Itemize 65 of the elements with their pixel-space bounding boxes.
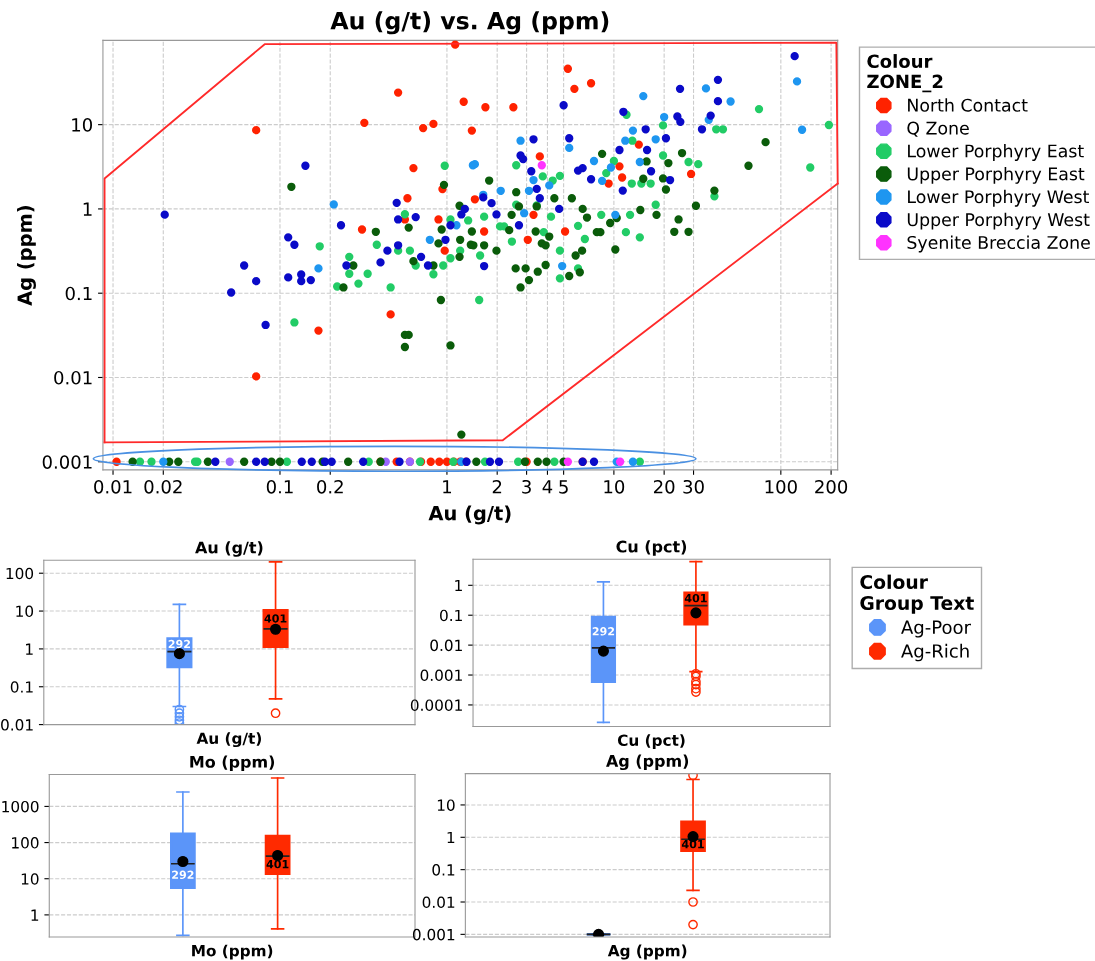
x-tick-label: 0.1 <box>266 479 293 494</box>
x-tick-label: 20 <box>653 479 675 494</box>
y-tick-label: 100 <box>6 567 34 580</box>
y-tick-label: 10 <box>16 605 34 618</box>
y-tick-label: 0.01 <box>54 370 92 385</box>
y-tick-label: 0.001 <box>412 928 455 941</box>
y-tick-label: 0.1 <box>440 609 462 622</box>
y-tick-label: 0.01 <box>422 896 455 909</box>
legend-label: Lower Porphyry West <box>908 189 1089 207</box>
y-tick-label: 10 <box>437 799 455 811</box>
x-axis-title: Au (g/t) <box>428 505 511 525</box>
x-tick-label: 100 <box>765 479 797 494</box>
y-tick-label: 10 <box>72 118 93 132</box>
chart-title: Mo (ppm) <box>190 755 275 771</box>
y-tick-label: 1 <box>26 643 33 655</box>
legend-label: Q Zone <box>907 121 969 137</box>
legend-label: Upper Porphyry West <box>907 212 1090 230</box>
x-axis-title: Cu (pct) <box>617 734 685 749</box>
chart-title: Ag (ppm) <box>606 754 689 771</box>
legend-label: Lower Porphyry East <box>908 144 1084 161</box>
y-tick-label: 0.1 <box>10 681 33 693</box>
x-tick-label: 3 <box>522 479 531 494</box>
legend-title: Colour ZONE_2 <box>867 54 943 93</box>
y-tick-label: 0.001 <box>42 455 92 469</box>
legend-label: North Contact <box>908 98 1028 112</box>
y-tick-label: 0.0001 <box>410 699 462 711</box>
chart-title: Au (g/t) vs. Ag (ppm) <box>330 11 609 35</box>
x-axis-title: Ag (ppm) <box>607 944 687 960</box>
y-axis-title: Ag (ppm) <box>17 206 36 306</box>
y-tick-label: 100 <box>12 837 39 849</box>
x-tick-label: 2 <box>492 479 502 494</box>
y-tick-label: 1 <box>455 579 462 592</box>
y-tick-label: 1 <box>83 202 92 216</box>
legend-title: Colour Group Text <box>860 574 974 614</box>
text: 401 <box>266 859 289 869</box>
text: 401 <box>684 593 707 603</box>
x-tick-label: 0.02 <box>144 479 182 494</box>
y-tick-label: 1000 <box>2 800 39 813</box>
y-tick-label: 1 <box>447 831 455 844</box>
chart-title: Au (g/t) <box>195 541 263 557</box>
text: 292 <box>168 639 191 649</box>
x-tick-label: 10 <box>604 479 625 494</box>
x-axis-title: Au (g/t) <box>196 732 261 748</box>
text: 292 <box>592 627 615 636</box>
y-tick-label: 0.1 <box>65 286 92 301</box>
y-tick-label: 0.01 <box>430 639 462 652</box>
y-tick-label: 0.01 <box>1 719 33 731</box>
legend-label: Syenite Breccia Zone <box>907 235 1090 253</box>
legend-label: Ag-Poor <box>901 620 971 638</box>
legend-label: Ag-Rich <box>901 643 969 662</box>
text: 292 <box>172 870 194 879</box>
x-tick-label: 30 <box>683 479 704 494</box>
y-tick-label: 1 <box>31 909 39 921</box>
x-tick-label: 200 <box>815 479 848 494</box>
y-tick-label: 0.001 <box>420 669 462 682</box>
legend-label: Upper Porphyry East <box>907 166 1085 184</box>
x-tick-label: 0.2 <box>317 479 343 494</box>
x-tick-label: 5 <box>559 480 568 494</box>
x-tick-label: 4 <box>542 480 553 494</box>
x-axis-title: Mo (ppm) <box>192 944 273 960</box>
x-tick-label: 0.01 <box>94 479 132 494</box>
y-tick-label: 0.1 <box>432 864 455 876</box>
y-tick-label: 10 <box>21 873 39 885</box>
chart-title: Cu (pct) <box>616 540 687 556</box>
text: 401 <box>264 614 287 623</box>
